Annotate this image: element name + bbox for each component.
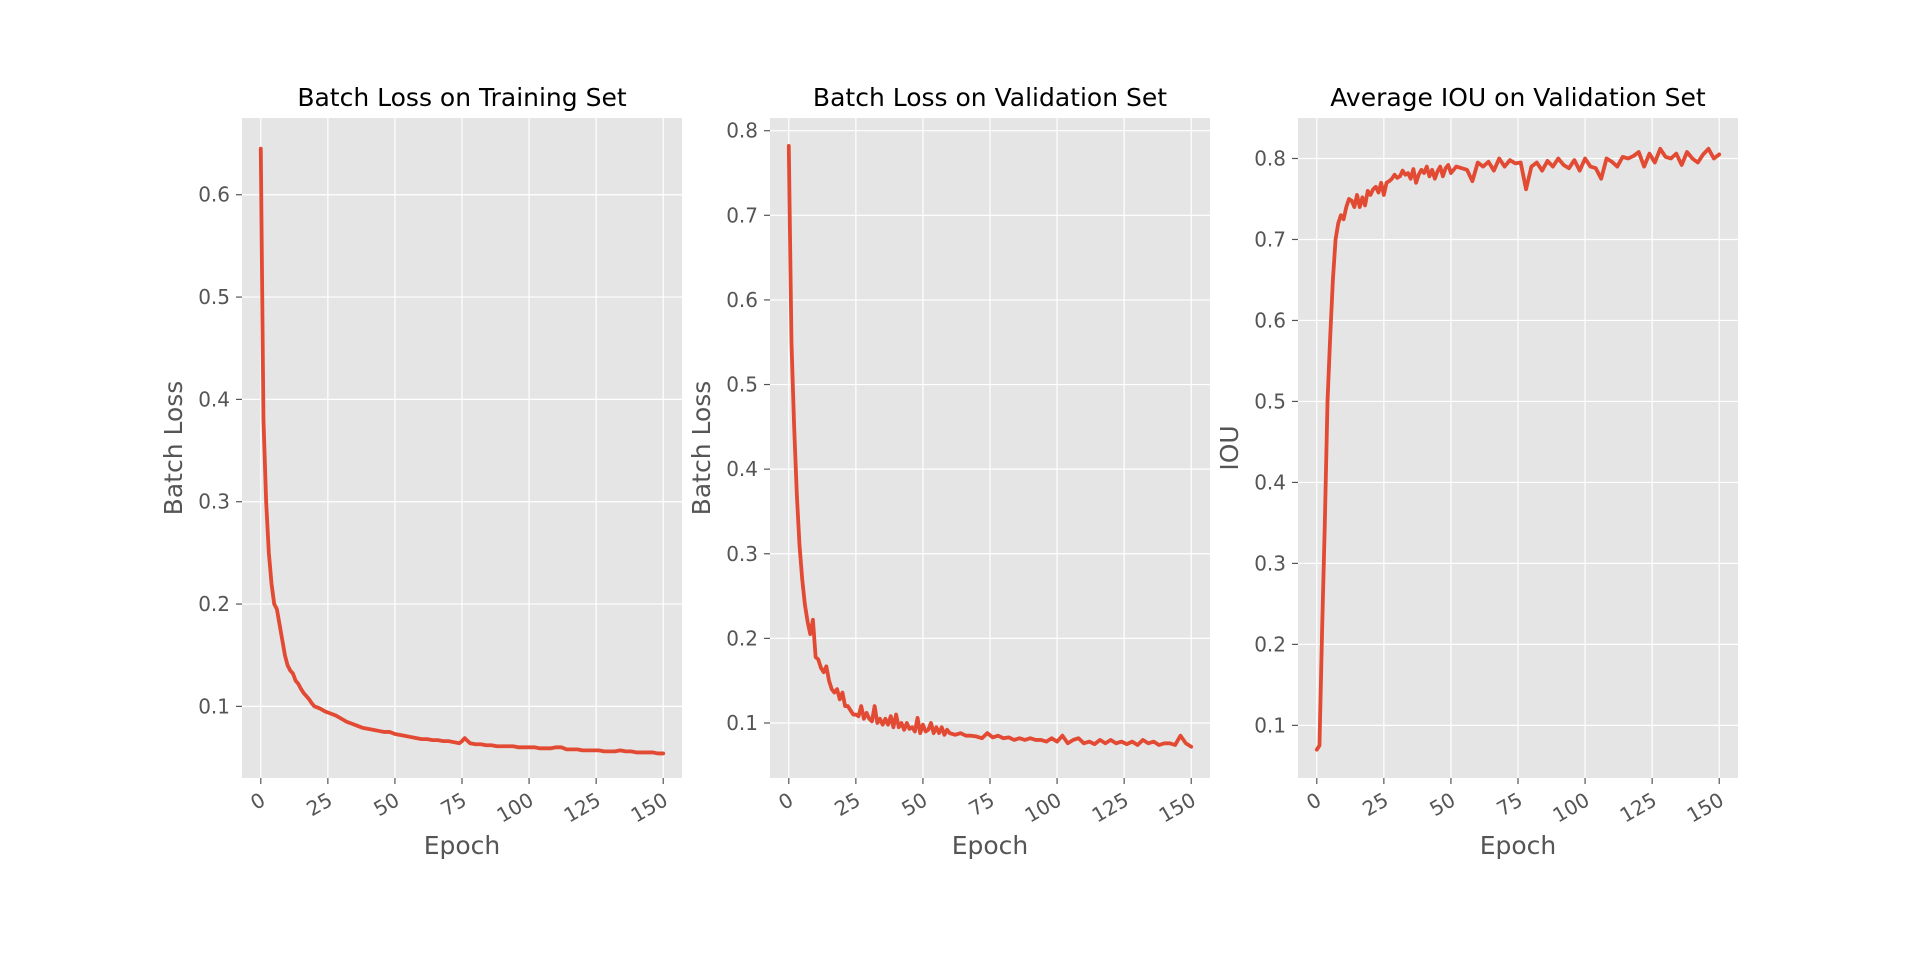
- x-tick-label: 125: [560, 788, 605, 828]
- x-tick-label: 100: [1021, 788, 1066, 828]
- series-marks: [1314, 146, 1722, 752]
- x-tick-label: 0: [246, 788, 269, 815]
- y-tick-label: 0.7: [726, 203, 758, 227]
- x-axis-label: Epoch: [952, 831, 1029, 860]
- x-axis-label: Epoch: [1480, 831, 1557, 860]
- x-tick-label: 100: [1549, 788, 1594, 828]
- y-axis-label: Batch Loss: [159, 381, 188, 516]
- series-marks: [258, 146, 666, 756]
- x-tick-label: 150: [1683, 788, 1728, 828]
- y-tick-label: 0.2: [1254, 632, 1286, 656]
- x-tick-label: 75: [1492, 788, 1526, 822]
- series-marks: [786, 144, 1194, 749]
- y-tick-label: 0.1: [726, 711, 758, 735]
- y-tick-label: 0.8: [1254, 146, 1286, 170]
- y-tick-label: 0.3: [726, 542, 758, 566]
- y-tick-label: 0.5: [198, 285, 230, 309]
- x-tick-label: 25: [302, 788, 336, 822]
- x-tick-label: 75: [436, 788, 470, 822]
- panel-training-loss: 0 25 50 75 100 125 150 0.1 0.2 0.3 0.4 0.5 0.6 Batch…: [159, 83, 682, 860]
- panel-validation-iou: 0 25 50 75 100 125 150 0.1 0.2 0.3 0.4 0.5 0.6 0.7 0.8…: [1215, 83, 1738, 860]
- x-tick-label: 50: [897, 788, 931, 822]
- y-tick-label: 0.5: [726, 373, 758, 397]
- y-tick-label: 0.3: [198, 490, 230, 514]
- y-tick-label: 0.1: [1254, 713, 1286, 737]
- y-tick-label: 0.6: [198, 183, 230, 207]
- y-tick-label: 0.2: [726, 626, 758, 650]
- x-tick-label: 150: [627, 788, 672, 828]
- x-tick-label: 25: [830, 788, 864, 822]
- x-tick-label: 50: [369, 788, 403, 822]
- x-tick-label: 0: [1302, 788, 1325, 815]
- y-tick-label: 0.3: [1254, 551, 1286, 575]
- y-tick-label: 0.5: [1254, 389, 1286, 413]
- y-tick-label: 0.6: [1254, 308, 1286, 332]
- chart-title: Batch Loss on Training Set: [297, 83, 627, 112]
- x-tick-label: 125: [1088, 788, 1133, 828]
- chart-title: Average IOU on Validation Set: [1330, 83, 1706, 112]
- y-tick-label: 0.7: [1254, 227, 1286, 251]
- y-tick-label: 0.8: [726, 119, 758, 143]
- series-line-0: [258, 146, 666, 756]
- y-tick-label: 0.2: [198, 592, 230, 616]
- y-tick-label: 0.4: [198, 387, 230, 411]
- axis-ticks: 0 25 50 75 100 125 150 0.1 0.2 0.3 0.4 0.5 0.6 0.7 0.8: [726, 119, 1200, 828]
- x-tick-label: 75: [964, 788, 998, 822]
- y-axis-label: Batch Loss: [687, 381, 716, 516]
- y-axis-label: IOU: [1215, 425, 1244, 470]
- y-tick-label: 0.4: [1254, 470, 1286, 494]
- y-tick-label: 0.1: [198, 694, 230, 718]
- series-line-0: [786, 144, 1194, 749]
- x-tick-label: 25: [1358, 788, 1392, 822]
- chart-title: Batch Loss on Validation Set: [813, 83, 1167, 112]
- x-axis-label: Epoch: [424, 831, 501, 860]
- x-tick-label: 50: [1425, 788, 1459, 822]
- x-tick-label: 150: [1155, 788, 1200, 828]
- panel-validation-loss: 0 25 50 75 100 125 150 0.1 0.2 0.3 0.4 0.5 0.6 0.7 0.8…: [687, 83, 1210, 860]
- grid-lines: [770, 118, 1210, 778]
- x-tick-label: 125: [1616, 788, 1661, 828]
- y-tick-label: 0.6: [726, 288, 758, 312]
- x-tick-label: 0: [774, 788, 797, 815]
- series-line-0: [1314, 146, 1722, 752]
- y-tick-label: 0.4: [726, 457, 758, 481]
- x-tick-label: 100: [493, 788, 538, 828]
